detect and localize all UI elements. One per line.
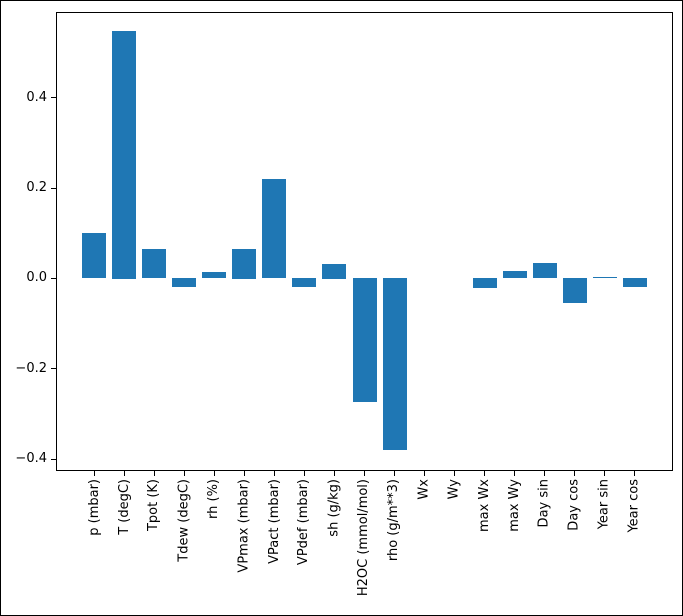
x-tick-mark <box>213 471 215 476</box>
y-tick-label: 0.2 <box>26 180 47 196</box>
x-tick-label: Tdew (degC) <box>176 479 192 562</box>
plot-area <box>56 12 673 471</box>
x-tick-label: sh (g/kg) <box>326 479 342 537</box>
x-tick-mark <box>484 471 486 476</box>
bar-sh-g-kg <box>322 263 347 279</box>
bar-tpot-k <box>142 249 167 279</box>
x-tick-mark <box>574 471 576 476</box>
x-tick-label: Tpot (K) <box>146 479 162 532</box>
bar-day-cos <box>562 278 587 304</box>
x-tick-mark <box>243 471 245 476</box>
x-tick-label: rh (%) <box>206 479 222 519</box>
y-tick-mark <box>51 277 56 279</box>
bar-vpmax-mbar <box>232 248 257 279</box>
bar-max-wx <box>472 278 497 289</box>
bar-max-wy <box>502 271 527 279</box>
y-tick-mark <box>51 97 56 99</box>
bar-p-mbar <box>82 233 107 279</box>
bar-year-cos <box>622 278 647 288</box>
x-tick-mark <box>153 471 155 476</box>
x-tick-label: rho (g/m**3) <box>386 479 402 562</box>
x-tick-label: H2OC (mmol/mol) <box>356 479 372 597</box>
x-tick-label: Wy <box>446 479 462 500</box>
x-tick-mark <box>634 471 636 476</box>
bar-vpdef-mbar <box>292 278 317 288</box>
x-tick-mark <box>394 471 395 476</box>
bar-rh <box>202 272 227 279</box>
x-tick-mark <box>544 471 546 476</box>
y-tick-label: −0.2 <box>15 360 47 376</box>
y-tick-label: 0.0 <box>26 270 47 286</box>
y-tick-label: 0.4 <box>26 89 47 105</box>
bar-tdew-degc <box>172 278 197 288</box>
x-tick-mark <box>514 471 516 476</box>
y-tick-mark <box>51 187 56 189</box>
x-tick-label: VPmax (mbar) <box>236 479 252 573</box>
bar-t-degc <box>112 30 137 279</box>
x-tick-label: VPact (mbar) <box>266 479 282 564</box>
bar-rho-g-m-3 <box>382 278 407 451</box>
x-tick-label: Day cos <box>566 479 582 531</box>
x-tick-label: max Wx <box>476 479 492 533</box>
x-tick-mark <box>303 471 305 476</box>
bar-year-sin <box>592 277 617 279</box>
bar-day-sin <box>532 263 557 279</box>
x-tick-label: T (degC) <box>116 479 132 535</box>
x-tick-label: max Wy <box>506 479 522 532</box>
y-tick-label: −0.4 <box>15 451 47 467</box>
x-tick-label: Year cos <box>626 479 642 533</box>
y-tick-mark <box>51 368 56 370</box>
x-tick-mark <box>183 471 185 476</box>
x-tick-label: Year sin <box>596 479 612 530</box>
x-tick-label: Wx <box>416 479 432 500</box>
x-tick-mark <box>454 471 456 476</box>
x-tick-mark <box>273 471 275 476</box>
x-tick-label: p (mbar) <box>86 479 102 536</box>
x-tick-mark <box>93 471 95 476</box>
x-tick-mark <box>424 471 426 476</box>
y-tick-mark <box>51 458 56 460</box>
x-tick-label: Day sin <box>536 479 552 528</box>
x-tick-label: VPdef (mbar) <box>296 479 312 566</box>
bar-h2oc-mmol-mol <box>352 278 377 403</box>
x-tick-mark <box>364 471 365 476</box>
x-tick-mark <box>333 471 335 476</box>
x-tick-mark <box>123 471 125 476</box>
bar-vpact-mbar <box>262 179 287 279</box>
x-tick-mark <box>604 471 606 476</box>
